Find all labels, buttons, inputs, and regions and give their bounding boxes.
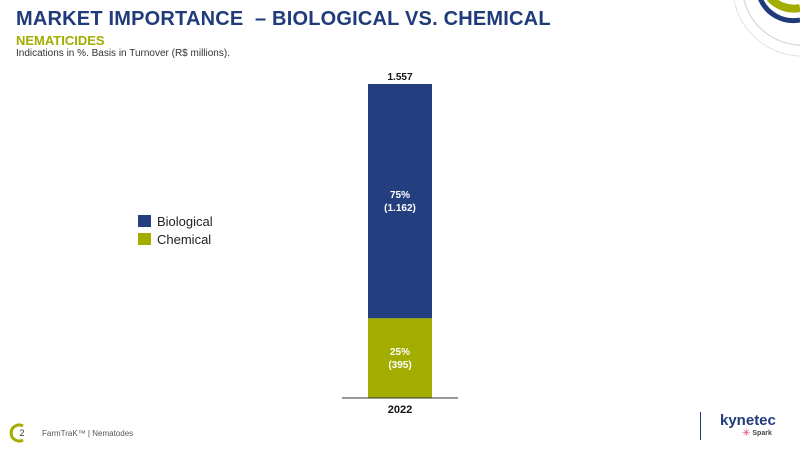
chemical-percent-label: 25% bbox=[390, 347, 410, 358]
biological-percent-label: 75% bbox=[390, 190, 410, 201]
spark-logo-text: Spark bbox=[752, 430, 772, 437]
legend-item-chemical: Chemical bbox=[138, 230, 213, 248]
chemical-value-label: (395) bbox=[388, 360, 411, 371]
total-label: 1.557 bbox=[387, 72, 412, 83]
x-tick-label-2022: 2022 bbox=[388, 404, 412, 416]
legend-swatch-chemical bbox=[138, 233, 151, 245]
corner-arc-decoration bbox=[733, 0, 800, 57]
footer-arc-icon bbox=[9, 423, 24, 443]
page-subtitle: NEMATICIDES bbox=[16, 33, 105, 48]
legend-swatch-biological bbox=[138, 215, 151, 227]
legend-label-chemical: Chemical bbox=[157, 231, 212, 247]
spark-logo: ✳ Spark bbox=[742, 428, 772, 439]
biological-value-label: (1.162) bbox=[384, 203, 416, 214]
logo-divider bbox=[700, 412, 701, 440]
bar-chemical-2022 bbox=[368, 318, 432, 398]
page-title: MARKET IMPORTANCE – BIOLOGICAL VS. CHEMI… bbox=[16, 8, 551, 30]
footer-text: FarmTraK™ | Nematodes bbox=[42, 428, 134, 438]
logo-block: kynetec ✳ Spark bbox=[700, 412, 796, 442]
page-number: 2 bbox=[19, 428, 25, 438]
legend-item-biological: Biological bbox=[138, 212, 213, 230]
chart-legend: Biological Chemical bbox=[138, 212, 213, 248]
chart-note: Indications in %. Basis in Turnover (R$ … bbox=[16, 48, 230, 59]
bar-biological-2022 bbox=[368, 84, 432, 319]
kynetec-logo: kynetec bbox=[720, 412, 776, 429]
spark-star-icon: ✳ bbox=[742, 428, 751, 439]
legend-label-biological: Biological bbox=[157, 213, 213, 229]
footer: 2 FarmTraK™ | Nematodes bbox=[6, 422, 133, 444]
